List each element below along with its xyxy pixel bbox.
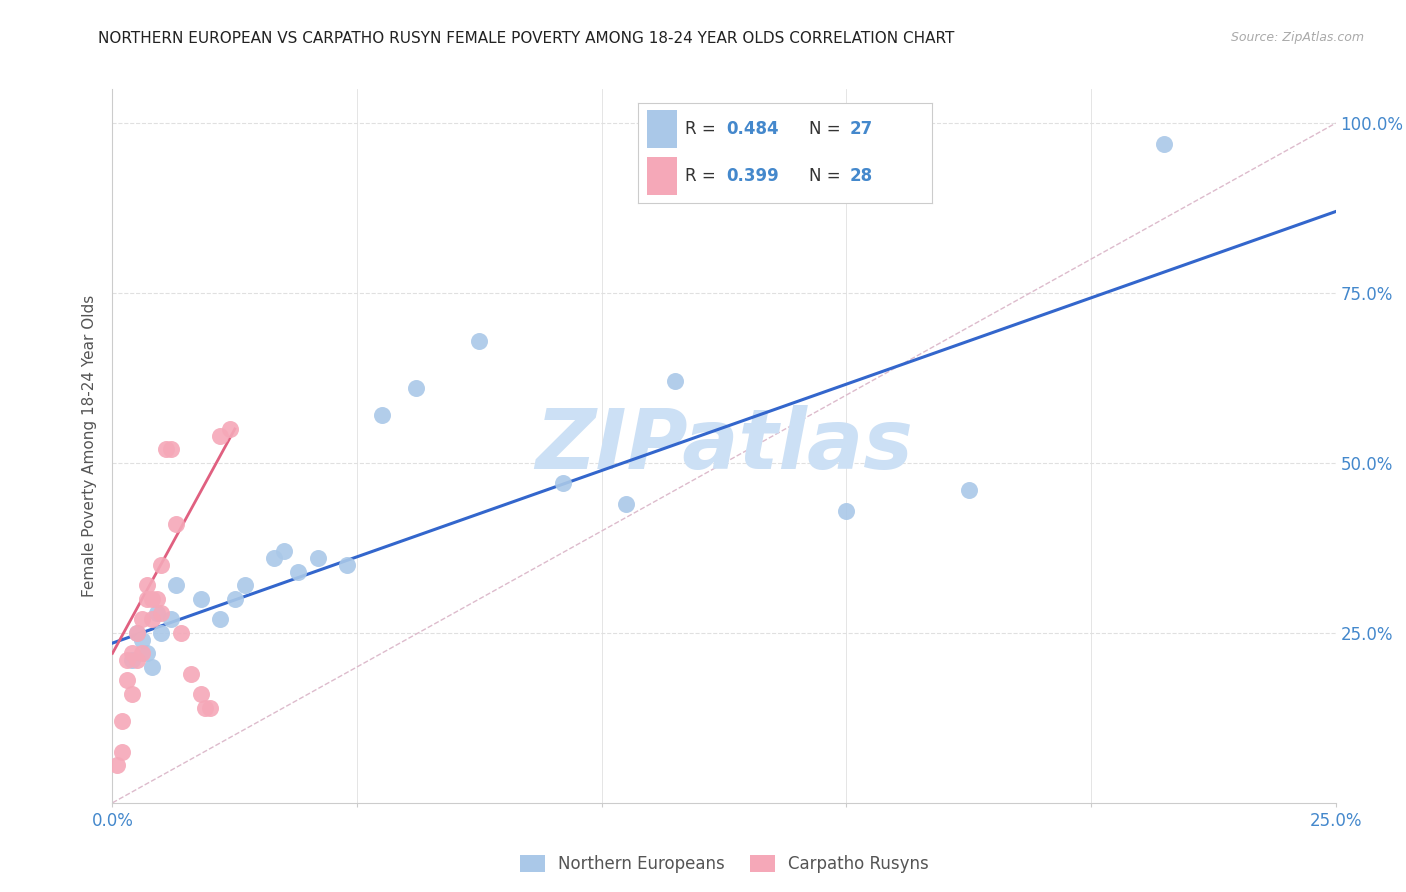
Point	[273, 544, 295, 558]
Point	[131, 646, 153, 660]
Text: R =: R =	[686, 120, 721, 138]
Text: R =: R =	[686, 168, 721, 186]
Point	[145, 606, 167, 620]
Text: ZIPatlas: ZIPatlas	[536, 406, 912, 486]
Text: N =: N =	[808, 120, 845, 138]
Point	[336, 558, 359, 572]
Point	[160, 442, 183, 457]
Point	[135, 591, 157, 606]
Point	[190, 687, 212, 701]
Point	[664, 375, 686, 389]
Point	[209, 612, 232, 626]
Y-axis label: Female Poverty Among 18-24 Year Olds: Female Poverty Among 18-24 Year Olds	[82, 295, 97, 597]
Point	[170, 626, 193, 640]
Point	[200, 700, 222, 714]
Text: 0.484: 0.484	[727, 120, 779, 138]
Point	[141, 612, 163, 626]
Point	[263, 551, 285, 566]
Bar	[647, 111, 676, 148]
Point	[141, 660, 163, 674]
Point	[145, 591, 167, 606]
Legend: Northern Europeans, Carpatho Rusyns: Northern Europeans, Carpatho Rusyns	[513, 848, 935, 880]
Point	[111, 745, 134, 759]
Text: Source: ZipAtlas.com: Source: ZipAtlas.com	[1230, 31, 1364, 45]
Point	[131, 612, 153, 626]
Point	[209, 429, 232, 443]
Point	[150, 626, 173, 640]
Point	[125, 653, 148, 667]
Text: NORTHERN EUROPEAN VS CARPATHO RUSYN FEMALE POVERTY AMONG 18-24 YEAR OLDS CORRELA: NORTHERN EUROPEAN VS CARPATHO RUSYN FEMA…	[98, 31, 955, 46]
Point	[121, 653, 143, 667]
Point	[165, 517, 187, 532]
Point	[115, 653, 138, 667]
Point	[957, 483, 980, 498]
Point	[115, 673, 138, 688]
Point	[835, 503, 858, 517]
Point	[190, 591, 212, 606]
Point	[551, 476, 574, 491]
Point	[405, 381, 427, 395]
Bar	[647, 157, 676, 195]
Text: 27: 27	[849, 120, 873, 138]
Point	[131, 632, 153, 647]
Point	[307, 551, 329, 566]
Text: 28: 28	[849, 168, 873, 186]
Point	[614, 497, 637, 511]
Point	[125, 626, 148, 640]
Text: 0.399: 0.399	[727, 168, 779, 186]
Point	[180, 666, 202, 681]
Point	[105, 758, 128, 772]
Point	[1153, 136, 1175, 151]
Point	[121, 646, 143, 660]
Point	[125, 626, 148, 640]
Point	[155, 442, 177, 457]
Point	[194, 700, 217, 714]
Text: N =: N =	[808, 168, 845, 186]
Point	[160, 612, 183, 626]
Point	[121, 687, 143, 701]
Point	[150, 606, 173, 620]
Point	[219, 422, 242, 436]
Point	[370, 409, 392, 423]
Point	[287, 565, 309, 579]
Point	[135, 646, 157, 660]
Point	[224, 591, 246, 606]
Point	[233, 578, 256, 592]
Point	[165, 578, 187, 592]
Point	[141, 591, 163, 606]
Point	[468, 334, 491, 348]
Point	[150, 558, 173, 572]
Point	[111, 714, 134, 729]
Point	[135, 578, 157, 592]
